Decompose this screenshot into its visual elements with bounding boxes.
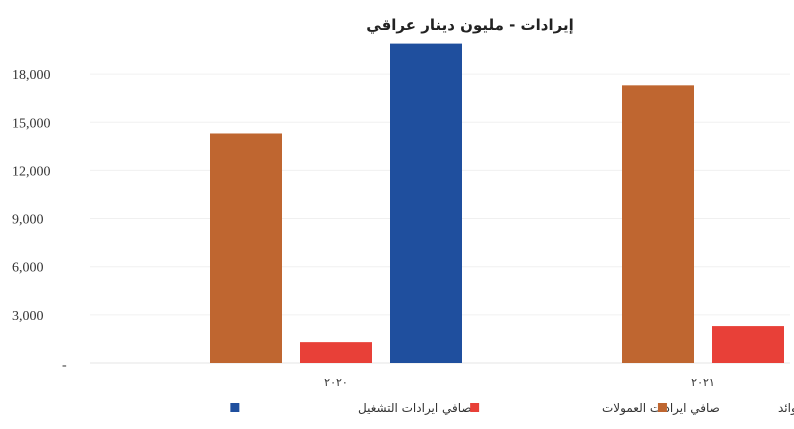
y-tick-label: 12,000 <box>12 164 51 179</box>
bar-3-1 <box>390 43 462 363</box>
x-axis: ٢٠٢٠ ٢٠٢١ <box>324 376 715 389</box>
category-label: ٢٠٢١ <box>691 376 715 389</box>
y-axis: 3,000 6,000 9,000 12,000 15,000 18,000 - <box>12 68 790 373</box>
category-label: ٢٠٢٠ <box>324 376 348 389</box>
y-tick-label: 18,000 <box>12 68 51 83</box>
y-tick-label-zero: - <box>62 358 67 373</box>
bar-2-1 <box>300 342 372 363</box>
y-tick-label: 15,000 <box>12 116 51 131</box>
bar-2-2 <box>712 326 784 363</box>
bar-1-1 <box>210 133 282 363</box>
legend-label: صافي ايرادات الفوائد <box>778 401 794 416</box>
y-tick-label: 9,000 <box>12 213 44 228</box>
legend-swatch <box>230 403 240 412</box>
legend-label: صافي ايرادات التشغيل <box>358 401 472 416</box>
chart-title: إيرادات - مليون دينار عراقي <box>366 16 573 34</box>
bars <box>210 43 784 364</box>
bar-1-2 <box>622 85 694 364</box>
legend-swatch <box>657 403 667 412</box>
y-tick-label: 6,000 <box>12 261 44 276</box>
legend: صافي ايرادات الفوائدصافي ايرادات العمولا… <box>230 401 794 416</box>
y-tick-label: 3,000 <box>12 309 44 324</box>
legend-swatch <box>470 403 480 412</box>
